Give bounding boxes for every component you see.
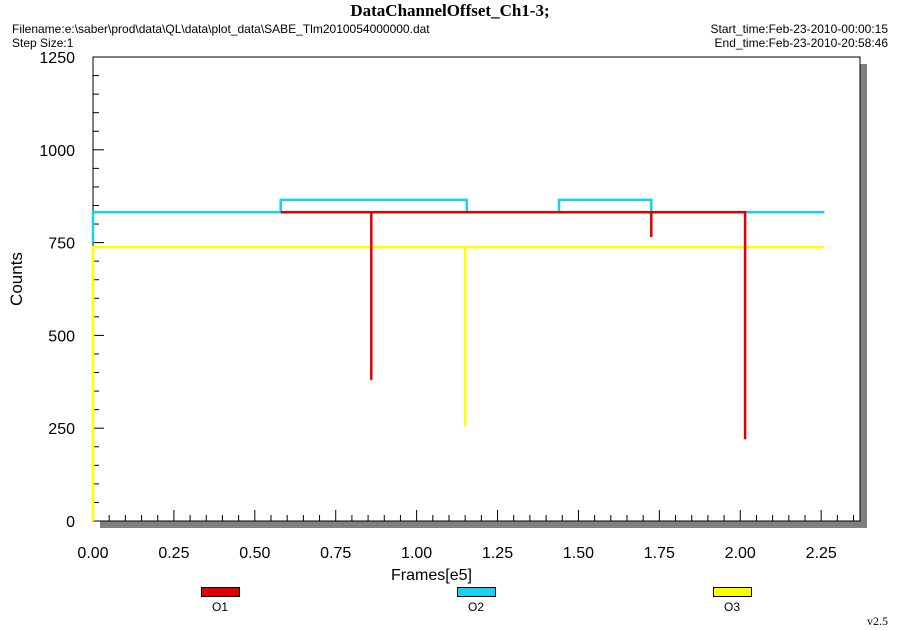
series-line-o3 — [91, 245, 825, 521]
step-size-label: Step Size:1 — [12, 36, 74, 50]
x-axis-label: Frames[e5] — [391, 567, 472, 584]
series-line-o1 — [280, 210, 747, 440]
legend-label-o3: O3 — [724, 600, 741, 614]
legend-label-o1: O1 — [212, 600, 229, 614]
y-tick-label: 1000 — [39, 143, 75, 160]
legend-swatch-o3 — [713, 587, 752, 597]
version-label: v2.5 — [867, 614, 888, 628]
x-tick-label: 1.25 — [482, 545, 513, 562]
x-tick-label: 1.50 — [563, 545, 594, 562]
x-tick-label: 1.00 — [401, 545, 432, 562]
y-tick-label: 0 — [66, 514, 75, 531]
legend-label-o2: O2 — [468, 600, 485, 614]
legend-swatch-o1 — [201, 587, 240, 597]
x-tick-label: 2.25 — [806, 545, 837, 562]
legend-swatch-o2 — [457, 587, 496, 597]
x-tick-label: 0.50 — [239, 545, 270, 562]
chart-title: DataChannelOffset_Ch1-3; — [350, 1, 550, 20]
x-tick-label: 0.00 — [77, 545, 108, 562]
start-time-label: Start_time:Feb-23-2010-00:00:15 — [710, 22, 888, 36]
plot-area — [92, 56, 861, 522]
end-time-label: End_time:Feb-23-2010-20:58:46 — [714, 36, 888, 50]
y-tick-label: 1250 — [39, 50, 75, 67]
y-tick-label: 500 — [48, 328, 75, 345]
x-tick-label: 0.75 — [320, 545, 351, 562]
y-axis-label: Counts — [7, 252, 26, 306]
x-tick-label: 0.25 — [158, 545, 189, 562]
y-tick-label: 250 — [48, 421, 75, 438]
filename-label: Filename:e:\saber\prod\data\QL\data\plot… — [12, 22, 430, 36]
x-tick-label: 1.75 — [644, 545, 675, 562]
x-tick-label: 2.00 — [725, 545, 756, 562]
y-tick-label: 750 — [48, 236, 75, 253]
